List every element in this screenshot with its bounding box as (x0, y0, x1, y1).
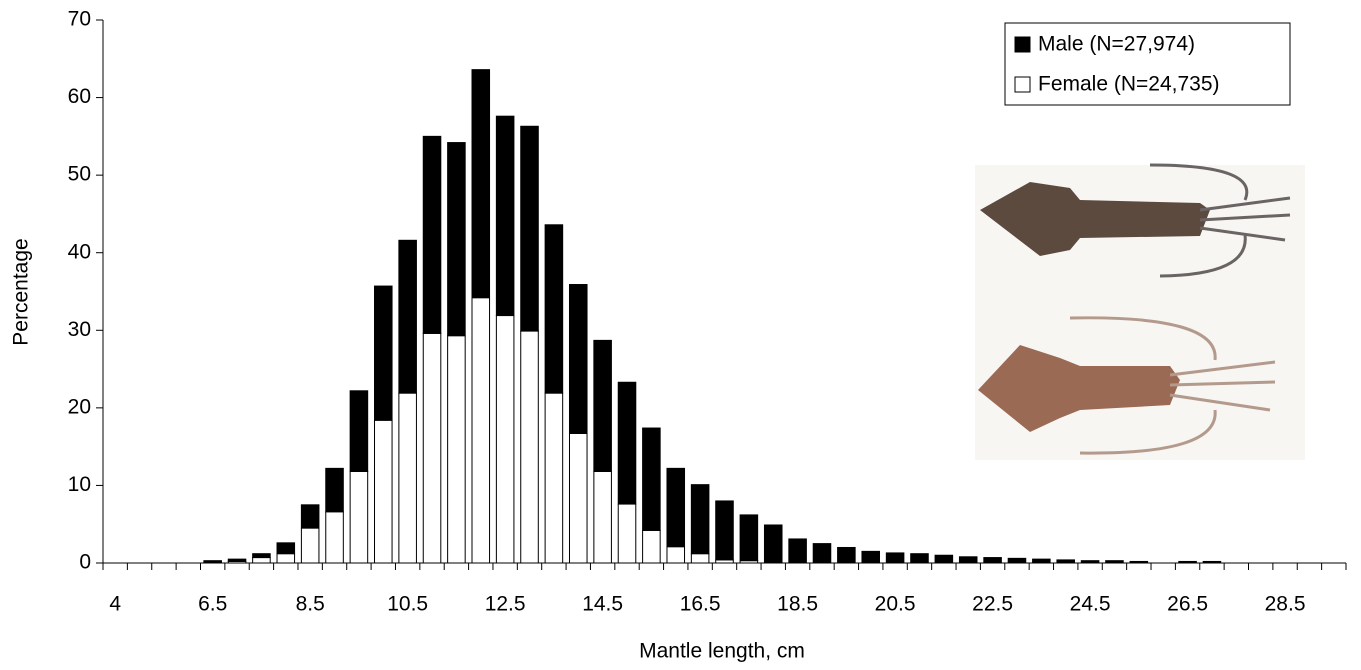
y-tick-label: 0 (79, 551, 91, 574)
bar (789, 539, 807, 563)
bar (667, 547, 685, 563)
bar (643, 530, 661, 563)
bar (253, 554, 271, 558)
bar (423, 333, 441, 563)
bar (375, 420, 393, 563)
x-tick-label: 10.5 (387, 593, 428, 616)
bar (935, 555, 953, 563)
y-tick-label: 10 (68, 473, 91, 496)
x-tick-label: 22.5 (972, 593, 1013, 616)
x-tick-label: 24.5 (1070, 593, 1111, 616)
x-tick-label: 8.5 (296, 593, 325, 616)
bar (764, 525, 782, 562)
bar (277, 554, 295, 563)
bar (813, 544, 831, 563)
bar (886, 553, 904, 563)
bar (594, 340, 612, 471)
bar (350, 471, 368, 563)
x-tick-label: 20.5 (875, 593, 916, 616)
bar (1033, 559, 1051, 563)
x-tick-label: 26.5 (1167, 593, 1208, 616)
bar (326, 468, 344, 511)
bar (716, 501, 734, 560)
legend-swatch (1015, 37, 1030, 52)
bar (521, 331, 539, 563)
bar (959, 557, 977, 563)
bar (472, 298, 490, 563)
legend-swatch (1015, 77, 1030, 92)
x-tick-label: 4 (109, 593, 121, 616)
bar (496, 316, 514, 563)
bar (472, 70, 490, 298)
bar (569, 433, 587, 563)
y-tick-label: 50 (68, 163, 91, 186)
legend: Male (N=27,974) Female (N=24,735) (1005, 23, 1290, 105)
bar (594, 471, 612, 563)
y-tick-label: 20 (68, 395, 91, 418)
bar (1106, 561, 1124, 563)
bar (691, 554, 709, 563)
bar (545, 393, 563, 563)
x-tick-label: 16.5 (680, 593, 721, 616)
bar (1130, 561, 1148, 563)
bar (545, 225, 563, 393)
y-tick-label: 30 (68, 318, 91, 341)
x-tick-label: 14.5 (582, 593, 623, 616)
bar (350, 391, 368, 472)
bar (375, 286, 393, 420)
bar (301, 528, 319, 563)
bar (277, 543, 295, 554)
bar (1057, 560, 1075, 563)
x-tick-label: 6.5 (198, 593, 227, 616)
bar (643, 428, 661, 530)
chart: Mantle length, cm Percentage Male (N=27,… (0, 0, 1361, 670)
bar (1081, 561, 1099, 563)
y-tick-label: 60 (68, 85, 91, 108)
bar (984, 558, 1002, 563)
bar (911, 554, 929, 563)
bar (448, 336, 466, 563)
x-tick-label: 28.5 (1265, 593, 1306, 616)
legend-label: Male (N=27,974) (1038, 33, 1195, 56)
bar (326, 512, 344, 563)
bar (618, 504, 636, 563)
bar (399, 393, 417, 563)
bar (253, 558, 271, 563)
bar (423, 136, 441, 333)
y-tick-label: 70 (68, 8, 91, 31)
bar (667, 468, 685, 546)
bar (204, 561, 222, 563)
bar (618, 382, 636, 504)
x-axis-label: Mantle length, cm (639, 640, 805, 663)
bar (496, 116, 514, 315)
bar (228, 559, 246, 561)
x-tick-label: 18.5 (777, 593, 818, 616)
bar (838, 547, 856, 563)
bar (301, 505, 319, 528)
squid-photos (975, 165, 1305, 460)
bar (1203, 561, 1221, 563)
bar (399, 240, 417, 393)
bar (448, 143, 466, 336)
x-tick-label: 12.5 (485, 593, 526, 616)
bar (691, 485, 709, 554)
bar (521, 126, 539, 331)
y-axis-label: Percentage (10, 238, 33, 345)
bar (740, 515, 758, 561)
bar (1008, 558, 1026, 563)
bar (569, 285, 587, 434)
bar (1179, 561, 1197, 563)
bar (862, 551, 880, 563)
legend-label: Female (N=24,735) (1038, 73, 1220, 96)
y-tick-label: 40 (68, 240, 91, 263)
